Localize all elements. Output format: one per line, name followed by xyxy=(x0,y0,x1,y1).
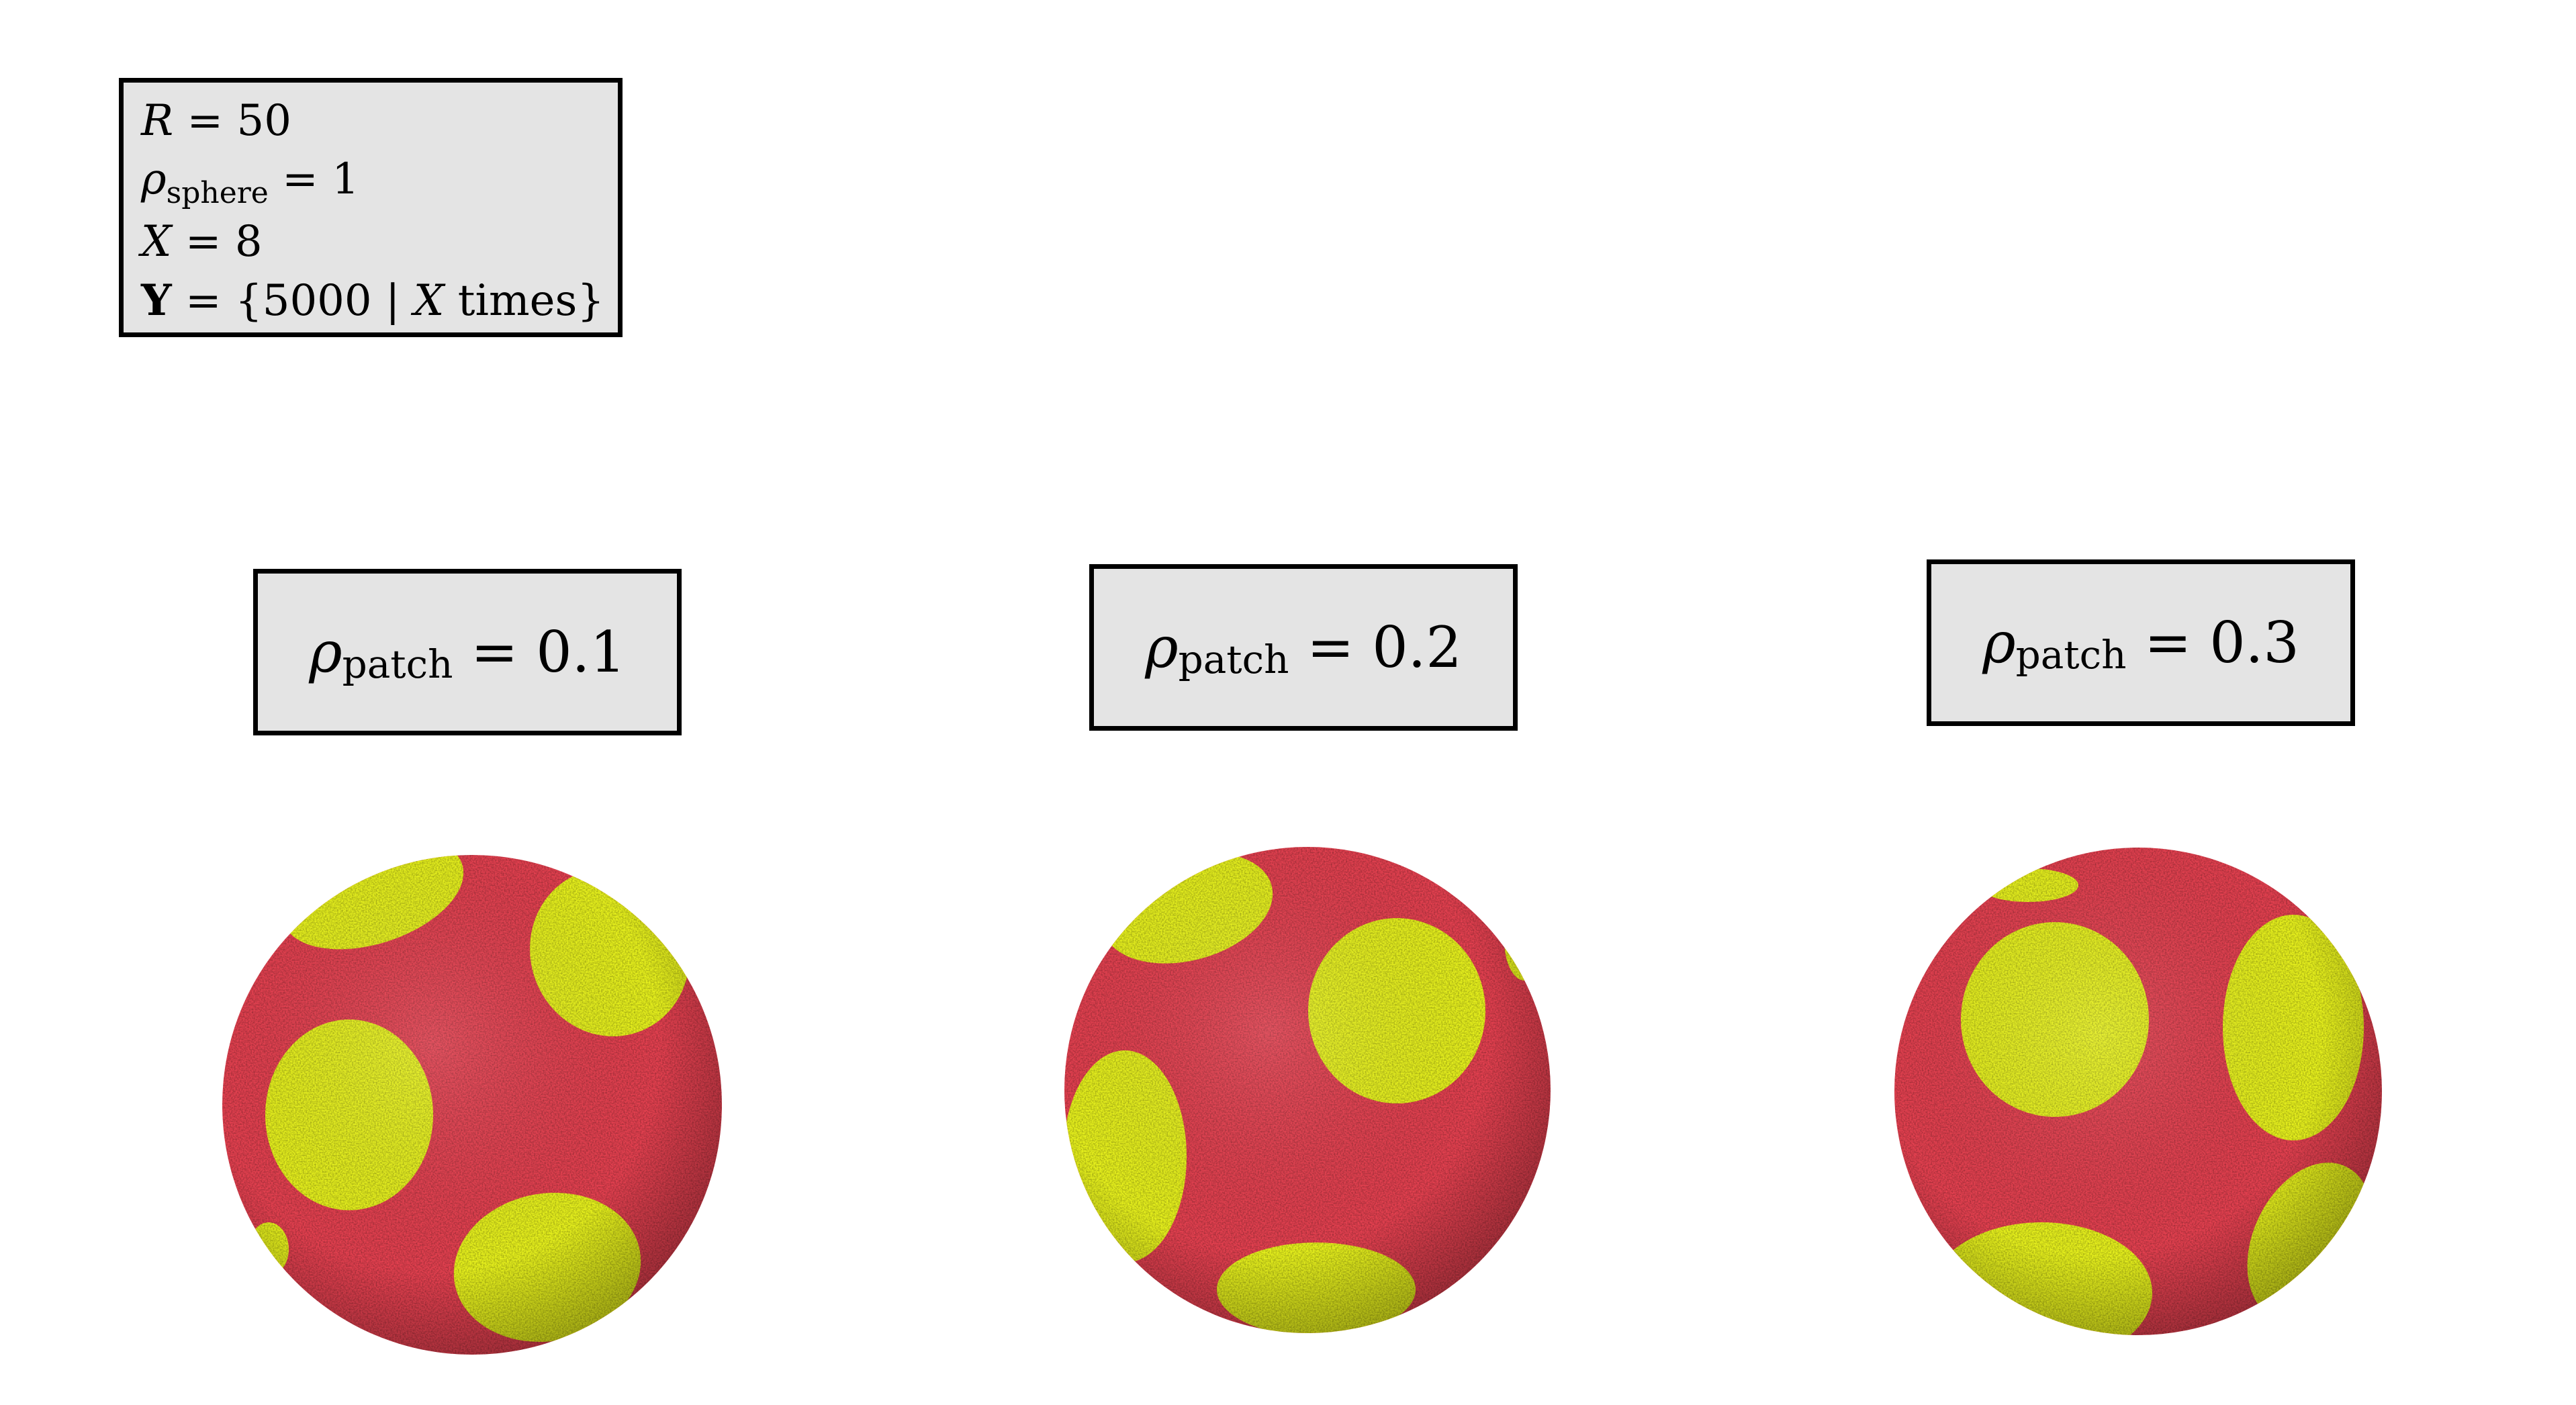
rho-subscript: sphere xyxy=(166,176,269,210)
sphere-3 xyxy=(1894,848,2382,1335)
sphere-2 xyxy=(1064,847,1551,1333)
x-value: = 8 xyxy=(185,217,263,267)
y-value-x: X xyxy=(413,276,445,326)
rho-value: = 1 xyxy=(282,154,359,204)
panel-label-3: ρ patch = 0.3 xyxy=(1927,559,2355,726)
rho-symbol: ρ xyxy=(141,154,167,204)
sphere-1 xyxy=(222,855,722,1355)
panel-label-1: ρ patch = 0.1 xyxy=(253,569,682,735)
param-y: Y = {5000 | X times} xyxy=(141,271,618,330)
r-symbol: R xyxy=(141,96,174,146)
y-value-prefix: = {5000 | xyxy=(185,276,414,326)
y-value-suffix: times} xyxy=(444,276,605,326)
param-x: X = 8 xyxy=(141,213,618,271)
param-r: R = 50 xyxy=(141,92,618,150)
parameter-box: R = 50 ρsphere = 1 X = 8 Y = {5000 | X t… xyxy=(119,78,623,337)
y-symbol: Y xyxy=(141,275,172,326)
panel-label-2: ρ patch = 0.2 xyxy=(1089,564,1518,731)
r-value: = 50 xyxy=(187,96,291,146)
param-rho-sphere: ρsphere = 1 xyxy=(141,150,618,213)
x-symbol: X xyxy=(141,217,172,267)
